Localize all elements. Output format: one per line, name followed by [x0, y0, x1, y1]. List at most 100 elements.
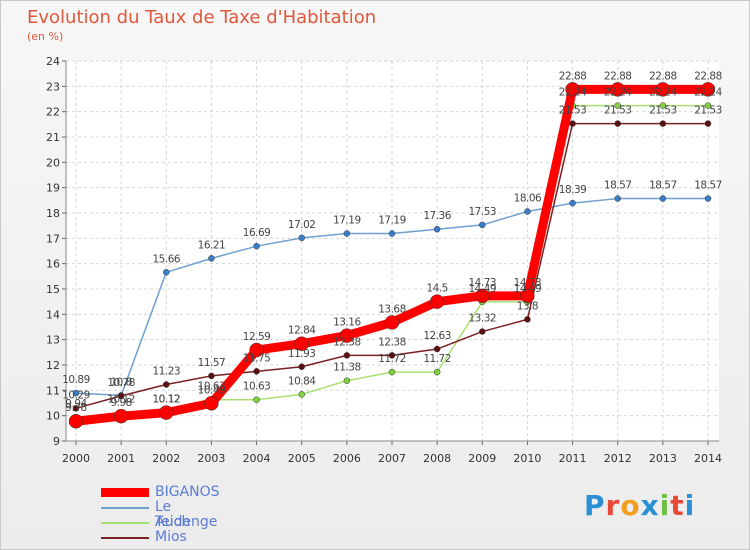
- data-point-le-teich: [704, 195, 712, 202]
- data-point-mios: [253, 368, 260, 375]
- data-label-biganos: 13.16: [333, 317, 361, 329]
- y-tick-label: 23: [46, 80, 60, 93]
- data-label-biganos: 14.73: [514, 277, 542, 289]
- data-label-biganos: 14.5: [426, 283, 447, 295]
- legend-label-le-teich: Le Teich: [155, 499, 191, 530]
- data-label-biganos: 13.68: [378, 303, 406, 315]
- x-tick-label: 2014: [694, 452, 722, 465]
- legend-label-biganos: BIGANOS: [155, 484, 220, 500]
- data-label-audenge: 9.94: [65, 398, 87, 410]
- data-label-le-teich: 16.21: [198, 239, 226, 251]
- y-tick-label: 18: [46, 207, 60, 220]
- data-label-le-teich: 18.06: [514, 192, 542, 204]
- x-tick-label: 2002: [152, 452, 180, 465]
- data-label-audenge: 10.84: [288, 375, 316, 387]
- data-label-biganos: 9.78: [65, 402, 86, 414]
- data-label-le-teich: 16.69: [243, 227, 271, 239]
- data-label-audenge: 14.49: [514, 283, 542, 295]
- proxiti-logo: Proxiti: [584, 489, 696, 522]
- data-label-mios: 13.32: [469, 313, 497, 325]
- y-tick-label: 9: [53, 435, 60, 448]
- data-point-le-teich: [343, 230, 351, 237]
- data-point-le-teich: [524, 208, 531, 215]
- y-tick-label: 20: [46, 156, 60, 169]
- y-tick-label: 17: [46, 232, 60, 245]
- data-point-biganos: [475, 288, 490, 304]
- data-label-mios: 21.53: [649, 105, 677, 117]
- data-point-biganos: [610, 82, 625, 97]
- data-label-biganos: 22.88: [694, 70, 722, 82]
- data-point-biganos: [520, 288, 535, 304]
- x-tick-label: 2012: [604, 452, 632, 465]
- data-label-mios: 12.38: [333, 336, 361, 348]
- data-label-audenge: 11.38: [333, 362, 361, 374]
- legend-swatch-le-teich: [101, 507, 149, 509]
- data-point-le-teich: [388, 230, 396, 237]
- data-label-mios: 13.8: [517, 300, 538, 312]
- x-tick-label: 2007: [378, 452, 406, 465]
- data-point-biganos: [204, 396, 219, 411]
- data-label-audenge: 22.24: [649, 87, 677, 99]
- data-point-mios: [163, 381, 170, 388]
- data-point-audenge: [388, 368, 396, 376]
- data-label-mios: 12.63: [423, 330, 451, 342]
- data-label-biganos: 14.73: [469, 277, 497, 289]
- data-label-le-teich: 17.02: [288, 219, 316, 231]
- data-label-mios: 11.75: [243, 352, 271, 364]
- data-point-mios: [614, 120, 621, 127]
- x-tick-label: 2000: [62, 452, 90, 465]
- data-label-mios: 10.78: [107, 377, 135, 389]
- data-point-audenge: [659, 102, 667, 109]
- legend-swatch-biganos: [101, 488, 149, 497]
- data-label-biganos: 10.12: [153, 394, 181, 406]
- data-point-biganos: [294, 336, 309, 351]
- y-tick-label: 14: [46, 308, 60, 321]
- data-point-mios: [704, 120, 712, 127]
- data-label-le-teich: 18.39: [559, 184, 587, 196]
- y-tick-label: 10: [46, 410, 60, 423]
- data-point-le-teich: [253, 242, 260, 250]
- data-label-le-teich: 18.57: [604, 180, 632, 192]
- x-tick-label: 2013: [649, 452, 677, 465]
- data-point-biganos: [249, 342, 264, 358]
- data-point-audenge: [704, 102, 712, 109]
- data-label-audenge: 22.24: [604, 87, 632, 99]
- data-point-biganos: [384, 315, 400, 330]
- data-point-biganos: [159, 405, 174, 420]
- data-point-biganos: [429, 294, 445, 309]
- data-label-audenge: 10.63: [198, 381, 226, 393]
- data-label-mios: 11.23: [153, 366, 181, 378]
- data-label-le-teich: 17.53: [469, 206, 497, 218]
- legend-swatch-audenge: [101, 522, 149, 524]
- x-tick-label: 2010: [513, 452, 541, 465]
- data-point-mios: [117, 392, 125, 400]
- x-tick-label: 2009: [468, 452, 496, 465]
- y-tick-label: 22: [46, 106, 60, 119]
- data-point-le-teich: [479, 221, 486, 229]
- legend-label-audenge: Audenge: [155, 514, 218, 530]
- data-label-le-teich: 17.19: [333, 215, 361, 227]
- data-label-audenge: 10.12: [153, 394, 181, 406]
- data-point-biganos: [339, 328, 355, 343]
- data-point-biganos: [700, 82, 716, 97]
- y-tick-label: 24: [46, 55, 60, 68]
- data-point-le-teich: [433, 225, 441, 233]
- data-label-mios: 21.53: [604, 105, 632, 117]
- data-label-biganos: 22.88: [559, 70, 587, 82]
- data-point-mios: [343, 352, 351, 359]
- legend-label-mios: Mios: [155, 529, 187, 545]
- plot-area: [66, 61, 719, 441]
- data-label-biganos: 12.84: [288, 325, 316, 337]
- data-label-mios: 21.53: [694, 105, 722, 117]
- x-tick-label: 2004: [243, 452, 271, 465]
- data-point-audenge: [343, 377, 351, 384]
- data-point-le-teich: [208, 255, 215, 262]
- data-label-le-teich: 10.8: [110, 376, 131, 388]
- data-label-le-teich: 17.36: [423, 210, 451, 222]
- data-label-le-teich: 10.89: [62, 374, 90, 386]
- data-label-mios: 10.29: [62, 389, 90, 401]
- data-point-le-teich: [163, 269, 170, 276]
- data-label-biganos: 22.88: [604, 70, 632, 82]
- data-point-mios: [298, 363, 305, 371]
